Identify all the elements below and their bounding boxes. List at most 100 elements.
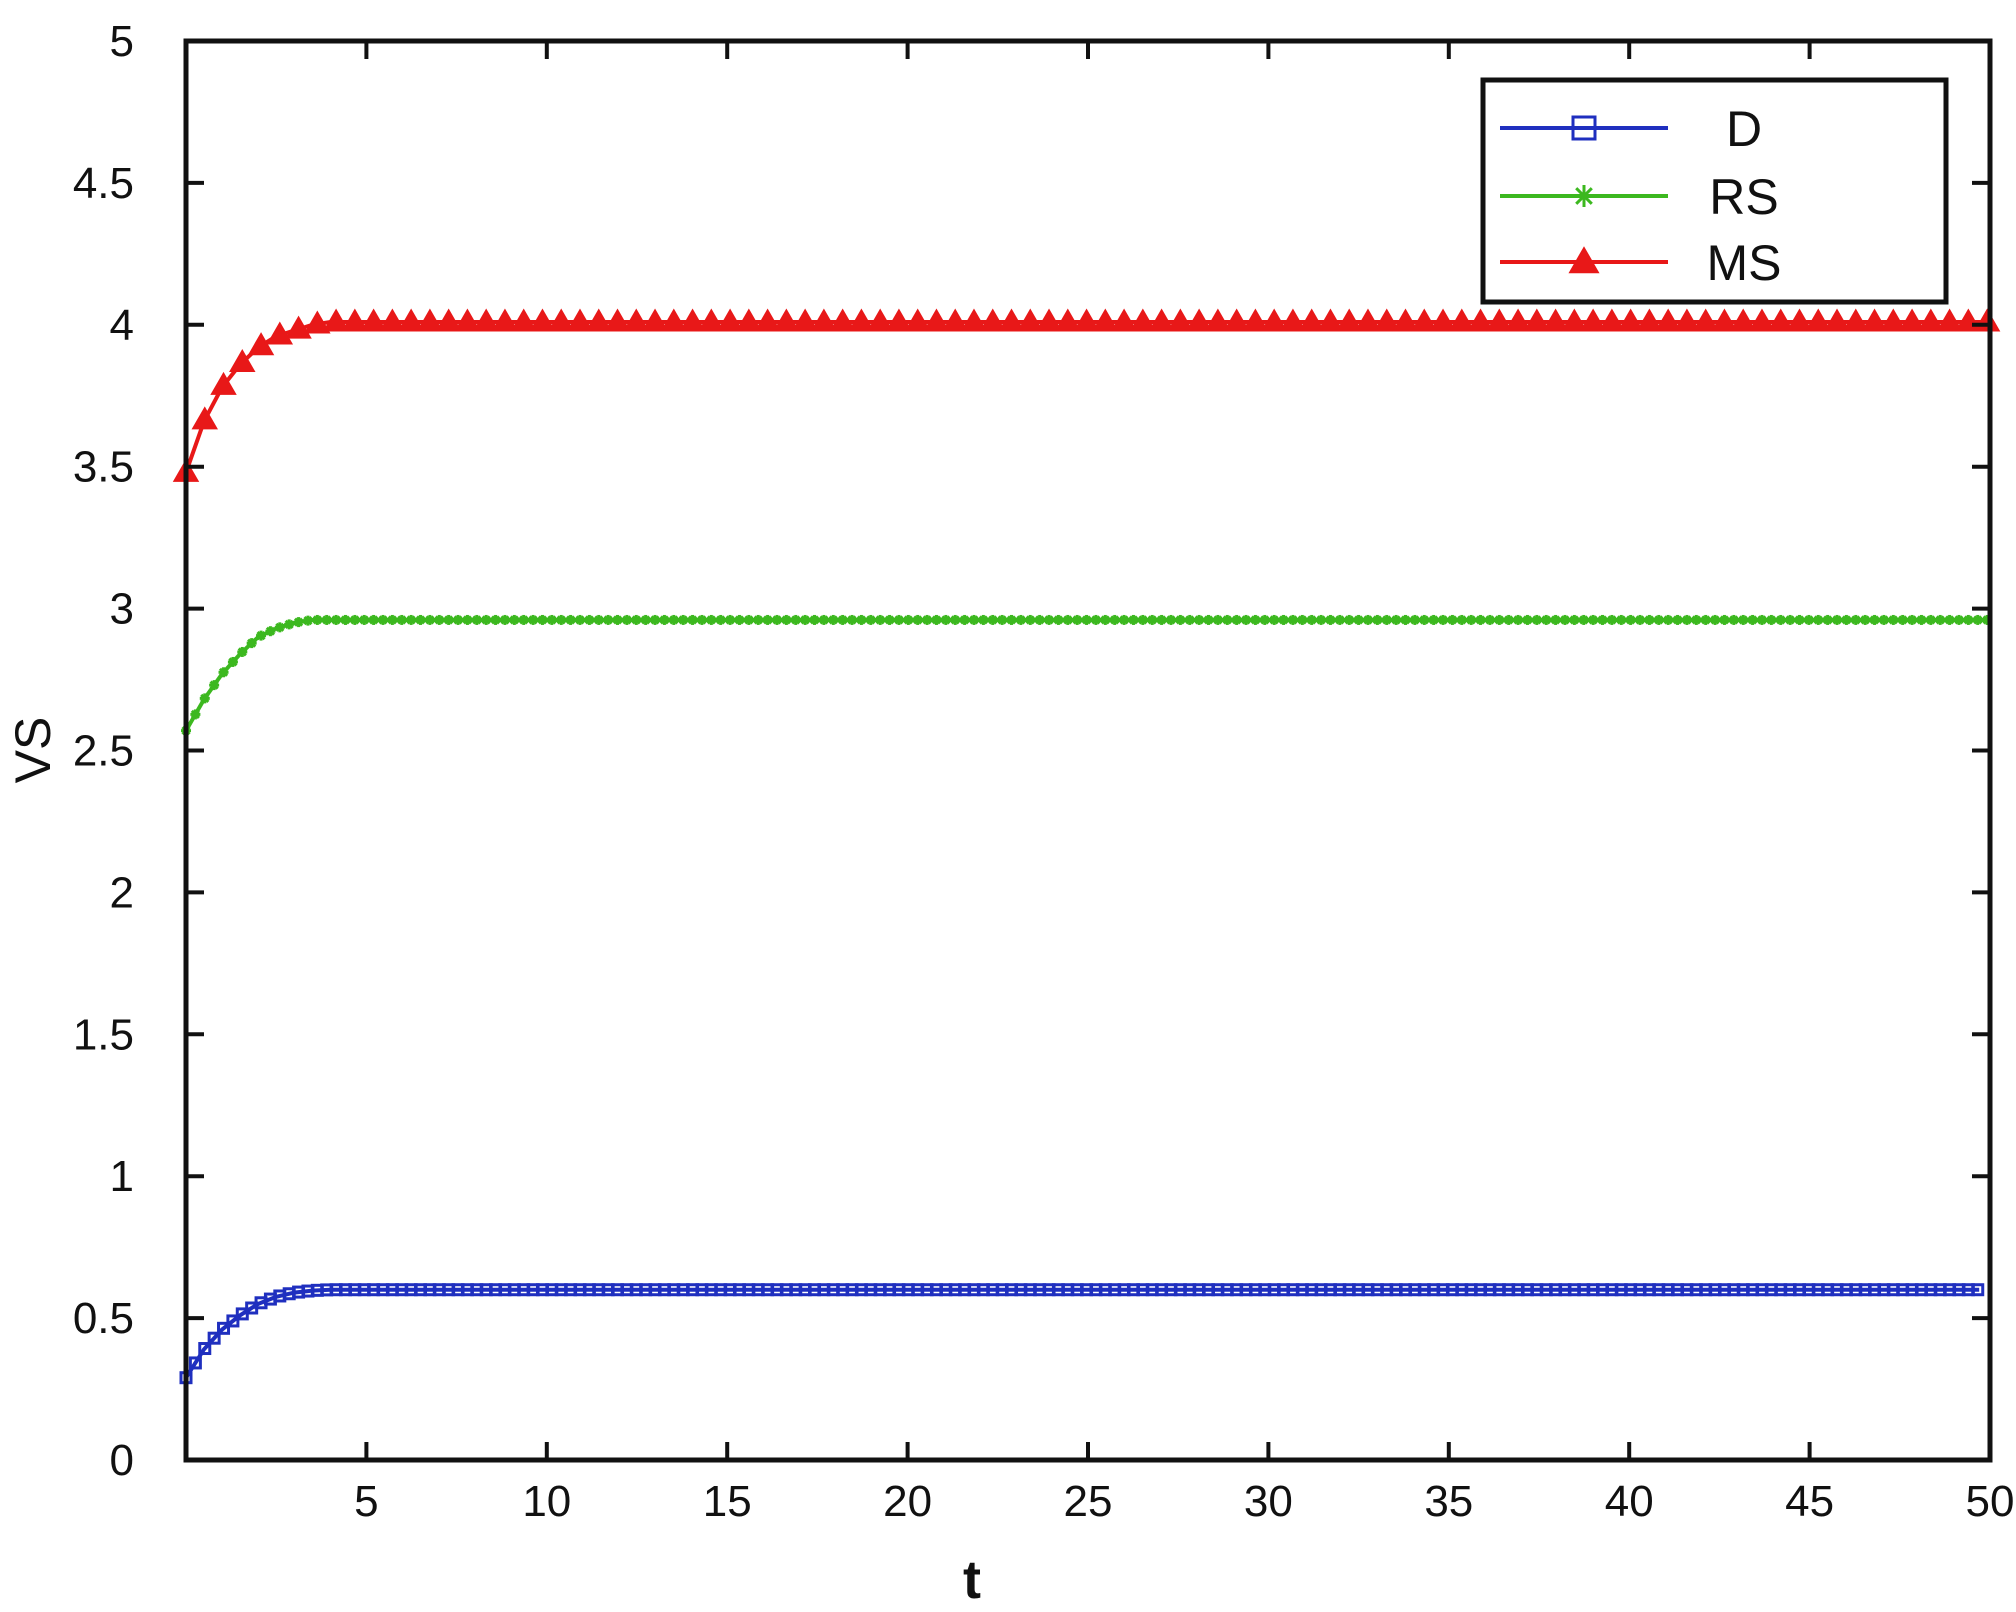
data-point-rs [471,614,482,625]
data-point-rs [912,614,923,625]
data-point-rs [556,614,567,625]
data-point-rs [537,614,548,625]
data-point-rs [1860,614,1871,625]
data-point-rs [743,614,754,625]
data-point-ms [1073,308,1100,332]
data-point-rs [725,614,736,625]
data-point-rs [1972,614,1983,625]
data-point-rs [1034,614,1045,625]
data-point-ms [1092,308,1119,332]
y-tick-label: 1 [110,1152,134,1201]
data-point-rs [1756,614,1767,625]
data-point-rs [1588,614,1599,625]
data-point-ms [585,308,612,332]
data-point-ms [698,308,725,332]
data-point-rs [715,614,726,625]
data-point-rs [1362,614,1373,625]
data-point-rs [584,614,595,625]
data-point-ms [491,308,519,332]
y-tick-label: 1.5 [73,1010,134,1059]
data-point-rs [940,614,951,625]
data-point-rs [284,619,295,630]
data-point-rs [1766,614,1777,625]
data-point-rs [1344,614,1355,625]
x-tick-label: 45 [1785,1477,1834,1526]
data-point-ms [529,308,556,332]
data-point-ms [1204,308,1232,332]
data-point-rs [771,614,782,625]
data-point-ms [210,371,237,395]
data-point-ms [1917,308,1945,332]
data-point-rs [1541,614,1552,625]
x-tick-label: 25 [1064,1477,1113,1526]
data-point-rs [959,614,970,625]
legend-label-rs: RS [1709,169,1778,225]
data-point-ms [866,308,894,332]
data-point-ms [941,308,969,332]
data-point-rs [302,615,313,626]
data-point-rs [1916,614,1927,625]
data-point-ms [1786,308,1813,332]
data-point-rs [593,614,604,625]
data-point-ms [641,308,669,332]
legend: D RS MS [1480,77,1949,305]
data-point-rs [1447,614,1458,625]
plot-lines [172,308,2001,1385]
data-point-ms [904,308,931,332]
data-point-rs [1100,614,1111,625]
data-point-rs [1550,614,1561,625]
data-point-rs [809,614,820,625]
data-point-ms [1561,308,1588,332]
data-point-rs [847,614,858,625]
data-point-rs [828,614,839,625]
data-point-ms [1748,308,1776,332]
data-point-ms [1542,308,1569,332]
y-tick-label: 2 [110,868,134,917]
data-point-rs [1109,614,1120,625]
legend-marker-d [1571,115,1597,141]
data-point-ms [773,308,800,332]
legend-marker-ms [1568,246,1600,274]
data-point-ms [735,308,763,332]
data-point-ms [1242,308,1269,332]
data-point-rs [377,614,388,625]
data-point-rs [903,614,914,625]
data-point-ms [1504,308,1532,332]
data-point-ms [1017,308,1044,332]
data-point-ms [1711,308,1738,332]
data-point-rs [1222,614,1233,625]
data-point-rs [1850,614,1861,625]
data-point-rs [1269,614,1280,625]
data-point-ms [1335,308,1363,332]
data-point-rs [1259,614,1270,625]
data-point-ms [1673,308,1701,332]
data-point-rs [950,614,961,625]
data-point-rs [574,614,585,625]
data-point-rs [1184,614,1195,625]
data-point-rs [368,614,379,625]
y-tick-label: 4 [110,301,134,350]
data-point-rs [199,693,210,704]
data-point-rs [790,614,801,625]
data-point-ms [1373,308,1400,332]
data-point-rs [1015,614,1026,625]
data-point-rs [1878,614,1889,625]
data-point-d [1971,1283,1985,1297]
data-point-rs [1241,614,1252,625]
data-point-d [217,1321,231,1335]
data-point-rs [997,614,1008,625]
data-point-rs [1325,614,1336,625]
data-point-rs [237,646,248,657]
y-tick-label: 3 [110,585,134,634]
data-point-rs [256,630,267,641]
data-point-ms [1729,308,1757,332]
x-tick-label: 5 [354,1477,378,1526]
data-point-ms [754,308,781,332]
data-point-rs [1822,614,1833,625]
data-point-rs [1081,614,1092,625]
data-point-rs [1728,614,1739,625]
data-point-rs [1231,614,1242,625]
data-point-ms [791,308,819,332]
data-point-rs [734,614,745,625]
data-point-rs [1681,614,1692,625]
